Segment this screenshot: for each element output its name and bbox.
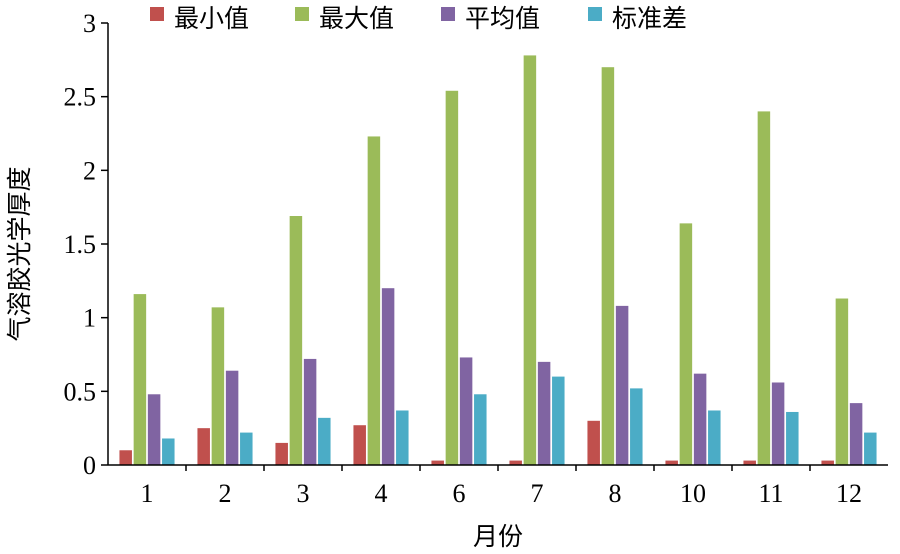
axes-group [107,23,888,466]
bar-最小值-6 [431,460,444,465]
bar-平均值-8 [615,305,629,465]
legend-swatch [150,7,164,21]
x-tick-label: 12 [836,479,862,508]
y-tick-label: 1.5 [64,230,97,259]
bar-平均值-4 [381,288,395,465]
bar-最大值-8 [601,67,615,465]
bar-最大值-11 [757,111,771,466]
legend-label: 最大值 [319,4,394,33]
bar-最大值-2 [211,307,225,465]
legend-label: 标准差 [612,4,687,33]
y-tick-label: 3 [83,9,96,38]
bar-平均值-10 [693,373,707,465]
bar-平均值-12 [849,403,863,465]
x-tick-label: 3 [297,479,310,508]
legend-swatch [295,7,309,21]
bar-最大值-4 [367,136,381,466]
bar-标准差-11 [786,411,799,465]
bar-平均值-11 [771,382,785,465]
y-tick-label: 1 [83,304,96,333]
bars-group [119,55,877,466]
bar-标准差-6 [474,394,487,465]
bar-最小值-3 [275,442,288,465]
bar-最小值-12 [821,460,834,465]
y-tick-label: 2.5 [64,83,97,112]
bar-标准差-1 [162,438,175,465]
y-ticks-group: 0 0.5 1 1.5 2 2.5 3 [64,9,108,480]
legend-label: 最小值 [174,4,249,33]
bar-标准差-7 [552,376,565,465]
x-tick-label: 8 [609,479,622,508]
x-tick-label: 6 [453,479,466,508]
bar-最小值-10 [665,460,678,465]
x-ticks-group: 1 2 3 4 6 7 8 10 11 12 [141,465,862,508]
bar-标准差-12 [864,432,877,465]
bar-最大值-7 [523,55,537,466]
bar-标准差-8 [630,388,643,465]
y-tick-label: 0.5 [64,377,97,406]
y-tick-label: 2 [83,156,96,185]
bar-最大值-12 [835,298,849,465]
x-tick-label: 11 [758,479,783,508]
bar-平均值-1 [147,394,161,465]
bar-标准差-4 [396,410,409,465]
bar-最大值-3 [289,216,303,465]
x-tick-label: 2 [219,479,232,508]
x-tick-label: 1 [141,479,154,508]
x-tick-label: 7 [531,479,544,508]
bar-标准差-3 [318,417,331,465]
bar-最小值-11 [743,460,756,465]
bar-最大值-10 [679,223,693,465]
bar-最小值-2 [197,428,210,465]
bar-平均值-2 [225,370,239,465]
x-tick-label: 4 [375,479,388,508]
x-axis-title: 月份 [473,522,523,551]
bar-最小值-8 [587,420,600,465]
legend-swatch [588,7,602,21]
legend: 最小值 最大值 平均值 标准差 [150,4,687,33]
legend-swatch [441,7,455,21]
bar-标准差-10 [708,410,721,465]
y-axis-title: 气溶胶光学厚度 [5,166,34,341]
bar-最小值-7 [509,460,522,465]
y-tick-label: 0 [83,451,96,480]
bar-平均值-3 [303,358,317,465]
bar-最大值-1 [133,294,147,465]
bar-最大值-6 [445,90,459,466]
bar-最小值-1 [119,450,132,465]
bar-标准差-2 [240,432,253,465]
x-tick-label: 10 [680,479,706,508]
legend-label: 平均值 [465,4,540,33]
bar-最小值-4 [353,425,366,465]
bar-平均值-7 [537,361,551,465]
bar-平均值-6 [459,357,473,465]
